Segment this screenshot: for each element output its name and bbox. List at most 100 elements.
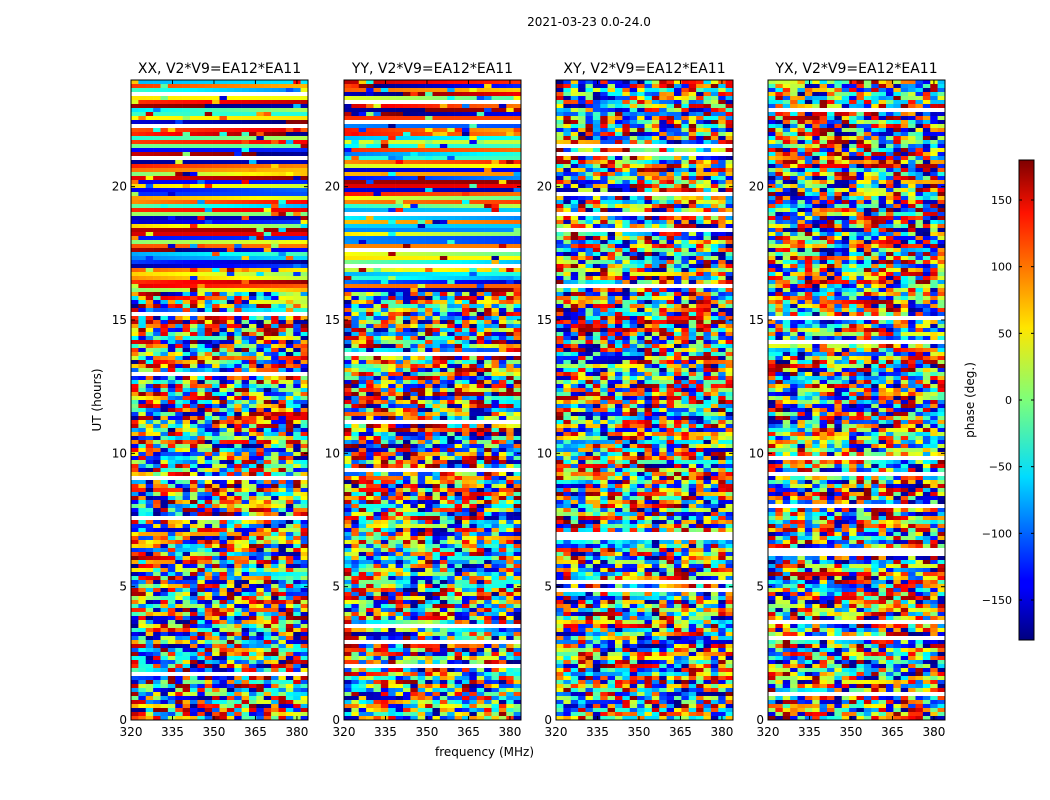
- phase-cell: [256, 320, 265, 324]
- phase-cell: [175, 480, 183, 484]
- phase-cell: [153, 352, 161, 356]
- phase-cell: [403, 280, 411, 284]
- phase-cell: [513, 92, 522, 96]
- phase-cell: [145, 376, 154, 380]
- phase-cell: [145, 644, 154, 648]
- phase-cell: [476, 188, 485, 192]
- phase-cell: [366, 252, 374, 256]
- phase-cell: [278, 472, 287, 476]
- phase-cell: [513, 268, 522, 272]
- phase-cell: [138, 96, 147, 100]
- phase-cell: [204, 368, 213, 372]
- phase-cell: [447, 128, 455, 132]
- phase-cell: [145, 556, 154, 560]
- phase-cell: [285, 272, 294, 276]
- phase-cell: [249, 628, 257, 632]
- phase-cell: [366, 236, 374, 240]
- phase-cell: [212, 380, 220, 384]
- phase-cell: [167, 228, 176, 232]
- phase-cell: [212, 668, 220, 672]
- phase-cell: [167, 412, 176, 416]
- phase-cell: [234, 520, 242, 524]
- phase-cell: [476, 256, 485, 260]
- phase-cell: [138, 600, 147, 604]
- phase-cell: [212, 256, 220, 260]
- phase-cell: [167, 716, 176, 720]
- phase-cell: [476, 252, 485, 256]
- phase-cell: [263, 500, 272, 504]
- phase-cell: [175, 360, 183, 364]
- phase-cell: [234, 352, 242, 356]
- phase-cell: [204, 660, 213, 664]
- phase-cell: [226, 676, 235, 680]
- phase-cell: [300, 392, 309, 396]
- phase-cell: [498, 84, 507, 88]
- phase-cell: [131, 292, 139, 296]
- phase-cell: [417, 176, 426, 180]
- phase-cell: [484, 260, 492, 264]
- phase-cell: [241, 340, 250, 344]
- phase-cell: [131, 708, 139, 712]
- phase-cell: [454, 172, 463, 176]
- phase-cell: [182, 560, 191, 564]
- phase-cell: [249, 220, 257, 224]
- phase-cell: [138, 580, 147, 584]
- phase-cell: [138, 628, 147, 632]
- phase-cell: [182, 552, 191, 556]
- phase-cell: [226, 288, 235, 292]
- phase-cell: [271, 628, 279, 632]
- phase-cell: [425, 104, 433, 108]
- phase-cell: [182, 224, 191, 228]
- phase-cell: [462, 244, 470, 248]
- phase-cell: [293, 564, 301, 568]
- phase-cell: [351, 148, 360, 152]
- phase-cell: [256, 172, 265, 176]
- phase-cell: [160, 264, 169, 268]
- phase-cell: [285, 524, 294, 528]
- x-tick-label: 335: [161, 725, 184, 739]
- phase-cell: [432, 88, 441, 92]
- phase-cell: [263, 168, 272, 172]
- phase-cell: [366, 304, 374, 308]
- phase-cell: [197, 480, 206, 484]
- phase-cell: [212, 176, 220, 180]
- phase-cell: [344, 308, 352, 312]
- phase-cell: [439, 216, 448, 220]
- phase-cell: [432, 228, 441, 232]
- phase-cell: [513, 244, 522, 248]
- phase-cell: [484, 280, 492, 284]
- phase-cell: [358, 208, 367, 212]
- phase-cell: [138, 408, 147, 412]
- phase-cell: [300, 440, 309, 444]
- phase-cell: [175, 636, 183, 640]
- phase-cell: [131, 260, 139, 264]
- phase-cell: [138, 332, 147, 336]
- phase-cell: [234, 716, 242, 720]
- phase-cell: [175, 436, 183, 440]
- phase-cell: [160, 200, 169, 204]
- phase-cell: [182, 452, 191, 456]
- phase-cell: [175, 492, 183, 496]
- phase-cell: [175, 248, 183, 252]
- phase-cell: [204, 448, 213, 452]
- phase-cell: [197, 204, 206, 208]
- phase-cell: [403, 164, 411, 168]
- phase-cell: [358, 304, 367, 308]
- phase-cell: [190, 696, 198, 700]
- phase-cell: [278, 220, 287, 224]
- phase-cell: [160, 168, 169, 172]
- phase-cell: [256, 464, 265, 468]
- phase-cell: [491, 160, 500, 164]
- phase-cell: [249, 480, 257, 484]
- phase-cell: [131, 484, 139, 488]
- phase-cell: [454, 160, 463, 164]
- phase-cell: [285, 280, 294, 284]
- phase-cell: [212, 356, 220, 360]
- phase-cell: [167, 588, 176, 592]
- phase-cell: [249, 596, 257, 600]
- phase-cell: [182, 488, 191, 492]
- phase-cell: [249, 308, 257, 312]
- phase-cell: [285, 624, 294, 628]
- phase-cell: [388, 208, 396, 212]
